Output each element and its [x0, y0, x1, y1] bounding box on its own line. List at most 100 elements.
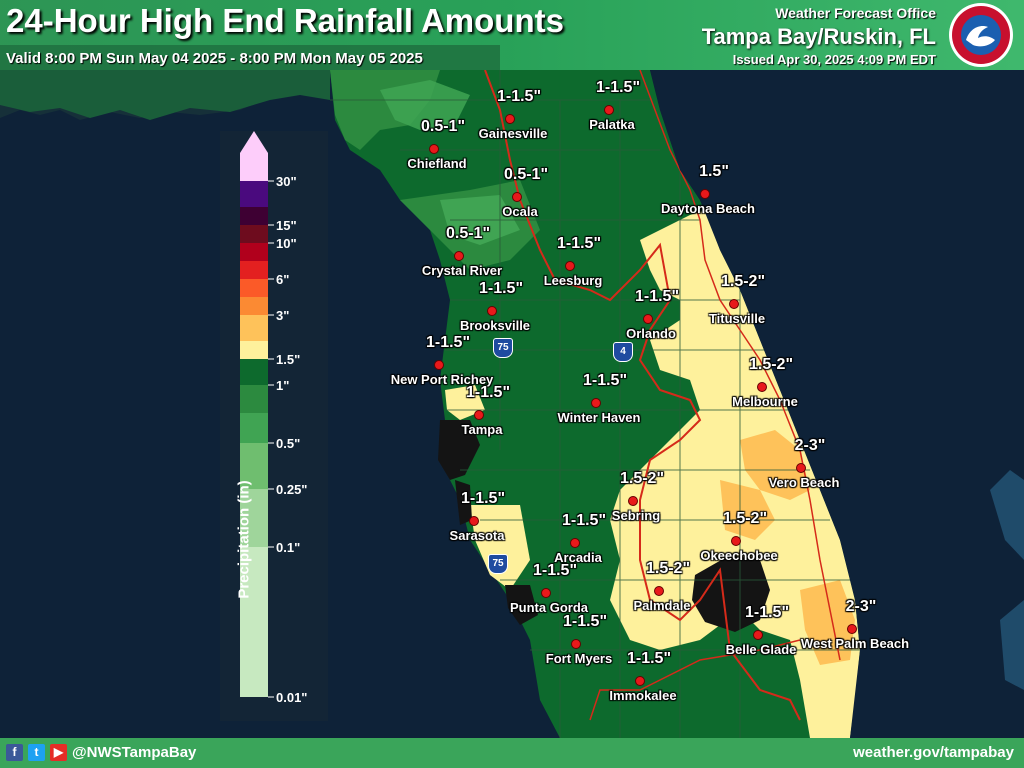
- city-name-label: Titusville: [708, 311, 766, 326]
- city-marker: [469, 516, 479, 526]
- city-marker: [847, 624, 857, 634]
- rainfall-amount-label: 1.5-2": [619, 470, 665, 487]
- shield-label: 75: [497, 342, 509, 353]
- legend-bin: [240, 225, 268, 243]
- legend-bin: [240, 297, 268, 315]
- office-name: Tampa Bay/Ruskin, FL: [701, 24, 936, 49]
- city-marker: [628, 496, 638, 506]
- map-title: 24-Hour High End Rainfall Amounts: [6, 2, 564, 39]
- legend-bin: [240, 243, 268, 261]
- city-name-label: Palatka: [589, 117, 635, 132]
- interstate-shield: 75: [493, 338, 513, 358]
- legend-bin: [240, 413, 268, 443]
- legend-tick-label: 15": [276, 218, 297, 233]
- footer: f t ▶ @NWSTampaBay weather.gov/tampabay: [0, 738, 1024, 768]
- legend-bin: [240, 341, 268, 359]
- city-marker: [757, 382, 767, 392]
- rainfall-amount-label: 1.5": [699, 163, 729, 180]
- legend-bin: [240, 207, 268, 225]
- legend-tick-label: 6": [276, 272, 289, 287]
- interstate-shield: 75: [488, 554, 508, 574]
- legend-tick-label: 30": [276, 174, 297, 189]
- social-handle[interactable]: @NWSTampaBay: [72, 744, 197, 761]
- city-marker: [434, 360, 444, 370]
- rainfall-amount-label: 1-1.5": [582, 372, 628, 389]
- city-name-label: Sarasota: [449, 528, 505, 543]
- twitter-icon[interactable]: t: [28, 744, 45, 761]
- nws-logo: [949, 3, 1013, 67]
- city-marker: [729, 299, 739, 309]
- legend-bin: [240, 153, 268, 181]
- city-name-label: New Port Richey: [390, 372, 494, 387]
- rainfall-amount-label: 1-1.5": [425, 334, 471, 351]
- legend-bin: [240, 279, 268, 297]
- legend-tick-label: 0.01": [276, 690, 307, 705]
- city-marker: [512, 192, 522, 202]
- legend-bin: [240, 547, 268, 697]
- city-name-label: West Palm Beach: [800, 636, 910, 651]
- legend-tick-label: 1": [276, 378, 289, 393]
- rainfall-amount-label: 1-1.5": [465, 384, 511, 401]
- rainfall-amount-label: 1-1.5": [496, 88, 542, 105]
- header: 24-Hour High End Rainfall Amounts Valid …: [0, 0, 1024, 70]
- city-name-label: Tampa: [461, 422, 503, 437]
- city-marker: [541, 588, 551, 598]
- city-name-label: Brooksville: [459, 318, 531, 333]
- office-label: Weather Forecast Office: [775, 5, 936, 21]
- legend-tick-label: 0.5": [276, 436, 300, 451]
- city-name-label: Orlando: [626, 326, 676, 341]
- legend-arrow: [240, 131, 268, 153]
- city-name-label: Vero Beach: [768, 475, 840, 490]
- city-name-label: Winter Haven: [557, 410, 641, 425]
- city-name-label: Melbourne: [732, 394, 798, 409]
- rainfall-amount-label: 1.5-2": [722, 510, 768, 527]
- city-marker: [731, 536, 741, 546]
- interstate-shield: 4: [613, 342, 633, 362]
- city-marker: [565, 261, 575, 271]
- legend-tick-label: 0.25": [276, 482, 307, 497]
- legend-tick-label: 10": [276, 236, 297, 251]
- rainfall-amount-label: 1-1.5": [561, 512, 607, 529]
- issued-time: Issued Apr 30, 2025 4:09 PM EDT: [732, 52, 936, 67]
- youtube-icon[interactable]: ▶: [50, 744, 67, 761]
- rainfall-amount-label: 0.5-1": [445, 225, 491, 242]
- website-link[interactable]: weather.gov/tampabay: [853, 744, 1014, 761]
- city-marker: [429, 144, 439, 154]
- legend-bin: [240, 359, 268, 385]
- legend-bin: [240, 489, 268, 547]
- rainfall-amount-label: 2-3": [845, 598, 877, 615]
- city-name-label: Fort Myers: [545, 651, 613, 666]
- city-marker: [591, 398, 601, 408]
- legend-bin: [240, 315, 268, 341]
- city-name-label: Leesburg: [543, 273, 603, 288]
- city-marker: [487, 306, 497, 316]
- legend-tick-label: 0.1": [276, 540, 300, 555]
- city-marker: [505, 114, 515, 124]
- legend-bin: [240, 385, 268, 413]
- shield-label: 75: [492, 558, 504, 569]
- legend-bin: [240, 261, 268, 279]
- rainfall-amount-label: 1-1.5": [595, 79, 641, 96]
- city-marker: [635, 676, 645, 686]
- city-name-label: Arcadia: [554, 550, 602, 565]
- city-marker: [474, 410, 484, 420]
- city-marker: [643, 314, 653, 324]
- rainfall-amount-label: 1-1.5": [744, 604, 790, 621]
- rainfall-amount-label: 1-1.5": [556, 235, 602, 252]
- city-name-label: Daytona Beach: [661, 201, 755, 216]
- shield-label: 4: [620, 346, 626, 357]
- city-name-label: Crystal River: [421, 263, 503, 278]
- legend-colorbar: 30" 15" 10" 6" 3" 1.5" 1" 0.5" 0.25" 0.1" 0.01": [240, 131, 307, 705]
- facebook-icon[interactable]: f: [6, 744, 23, 761]
- valid-time: Valid 8:00 PM Sun May 04 2025 - 8:00 PM …: [6, 50, 423, 67]
- rainfall-amount-label: 2-3": [794, 437, 826, 454]
- rainfall-amount-label: 1-1.5": [626, 650, 672, 667]
- city-name-label: Belle Glade: [725, 642, 797, 657]
- city-marker: [700, 189, 710, 199]
- legend-title: Precipitation (in): [235, 480, 253, 599]
- city-marker: [604, 105, 614, 115]
- rainfall-amount-label: 1.5-2": [748, 356, 794, 373]
- rainfall-amount-label: 1.5-2": [720, 273, 766, 290]
- city-name-label: Immokalee: [609, 688, 677, 703]
- city-name-label: Chiefland: [407, 156, 467, 171]
